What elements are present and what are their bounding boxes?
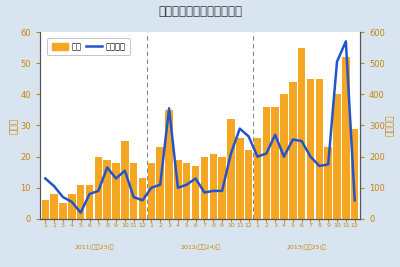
Text: 2013(平成25)年: 2013(平成25)年: [286, 244, 326, 250]
Bar: [254, 138, 261, 219]
Bar: [227, 119, 235, 219]
Bar: [121, 141, 129, 219]
Bar: [342, 57, 350, 219]
Bar: [112, 163, 120, 219]
Bar: [148, 163, 155, 219]
Bar: [298, 48, 306, 219]
Text: 2012(平成24)年: 2012(平成24)年: [180, 244, 220, 250]
Bar: [42, 200, 49, 219]
Bar: [77, 185, 84, 219]
Bar: [183, 163, 190, 219]
Bar: [351, 129, 358, 219]
Y-axis label: （件）: （件）: [10, 117, 19, 134]
Bar: [192, 166, 199, 219]
Bar: [59, 203, 67, 219]
Bar: [307, 79, 314, 219]
Legend: 件数, 負債総額: 件数, 負債総額: [47, 38, 130, 56]
Bar: [245, 150, 252, 219]
Text: 2011(平成23)年: 2011(平成23)年: [74, 244, 114, 250]
Bar: [174, 160, 182, 219]
Bar: [289, 82, 296, 219]
Bar: [316, 79, 323, 219]
Bar: [210, 154, 217, 219]
Y-axis label: （億円）: （億円）: [386, 115, 395, 136]
Bar: [165, 110, 173, 219]
Bar: [333, 94, 341, 219]
Bar: [262, 107, 270, 219]
Bar: [104, 160, 111, 219]
Bar: [201, 157, 208, 219]
Bar: [86, 185, 93, 219]
Bar: [156, 147, 164, 219]
Bar: [139, 178, 146, 219]
Bar: [94, 157, 102, 219]
Bar: [280, 94, 288, 219]
Bar: [50, 194, 58, 219]
Bar: [324, 147, 332, 219]
Bar: [236, 138, 244, 219]
Bar: [271, 107, 279, 219]
Text: 円滑化法関連倒産月次推移: 円滑化法関連倒産月次推移: [158, 5, 242, 18]
Bar: [130, 163, 138, 219]
Bar: [68, 194, 76, 219]
Bar: [218, 157, 226, 219]
